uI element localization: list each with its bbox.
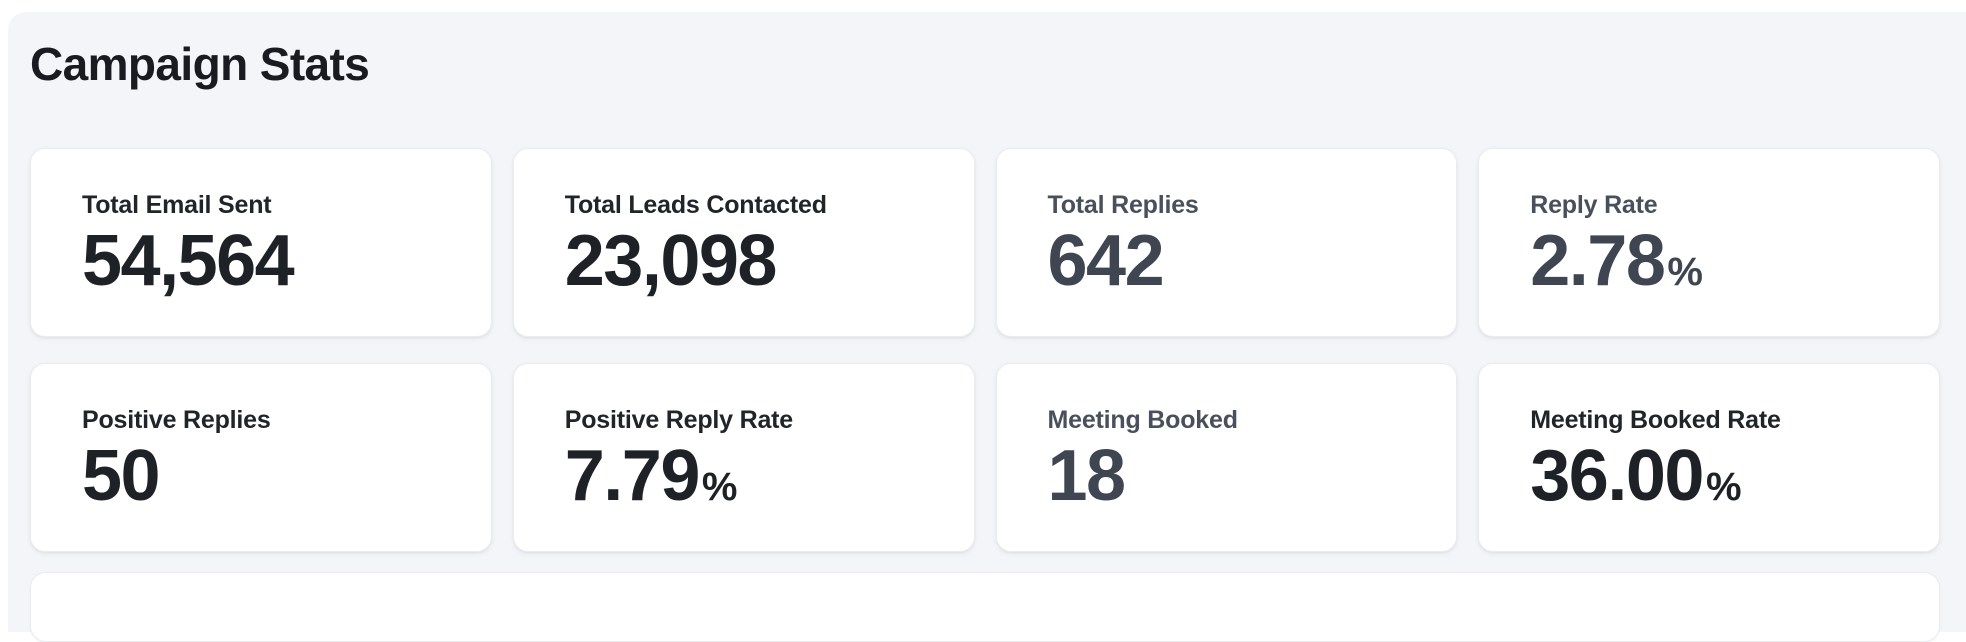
page-title: Campaign Stats xyxy=(30,38,370,90)
stat-value: 50 xyxy=(82,435,451,516)
stat-value-unit: % xyxy=(1705,464,1742,509)
stat-value: 54,564 xyxy=(82,220,451,301)
stat-value-number: 2.78 xyxy=(1530,220,1666,301)
stat-card: Meeting Booked 18 xyxy=(995,362,1458,552)
stats-grid: Total Email Sent 54,564 Total Leads Cont… xyxy=(30,147,1940,552)
stat-label: Total Leads Contacted xyxy=(564,190,827,219)
stat-value: 23,098 xyxy=(564,220,934,301)
next-section-card xyxy=(30,571,1940,642)
stat-value-unit: % xyxy=(1667,249,1703,294)
stat-value: 7.79 % xyxy=(564,435,934,516)
stat-value: 2.78 % xyxy=(1530,220,1899,301)
stat-value-number: 7.79 xyxy=(564,435,701,516)
stat-value-number: 50 xyxy=(82,435,161,516)
stat-label: Reply Rate xyxy=(1530,190,1658,219)
stat-label: Meeting Booked xyxy=(1047,405,1238,434)
stat-card: Positive Replies 50 xyxy=(30,362,492,552)
stat-label: Total Email Sent xyxy=(82,190,272,219)
stat-card: Total Leads Contacted 23,098 xyxy=(512,147,975,337)
stat-value: 36.00 % xyxy=(1530,435,1899,516)
stat-card: Meeting Booked Rate 36.00 % xyxy=(1478,362,1940,552)
campaign-stats-panel: Campaign Stats Total Email Sent 54,564 T… xyxy=(8,12,1966,642)
stat-label: Positive Reply Rate xyxy=(564,405,793,434)
stat-value: 642 xyxy=(1047,220,1417,301)
stat-card: Total Email Sent 54,564 xyxy=(30,147,492,337)
stat-label: Positive Replies xyxy=(82,405,271,434)
stat-value-number: 23,098 xyxy=(564,220,778,301)
stat-label: Total Replies xyxy=(1047,190,1199,219)
stat-card: Total Replies 642 xyxy=(995,147,1458,337)
stat-value-number: 642 xyxy=(1047,220,1165,301)
stat-value: 18 xyxy=(1047,435,1417,516)
stat-label: Meeting Booked Rate xyxy=(1530,405,1781,434)
stat-value-number: 18 xyxy=(1047,435,1127,516)
stat-value-number: 54,564 xyxy=(82,220,295,301)
stat-value-number: 36.00 xyxy=(1530,435,1704,516)
stat-value-unit: % xyxy=(701,464,738,509)
stat-card: Positive Reply Rate 7.79 % xyxy=(512,362,975,552)
stat-card: Reply Rate 2.78 % xyxy=(1478,147,1940,337)
